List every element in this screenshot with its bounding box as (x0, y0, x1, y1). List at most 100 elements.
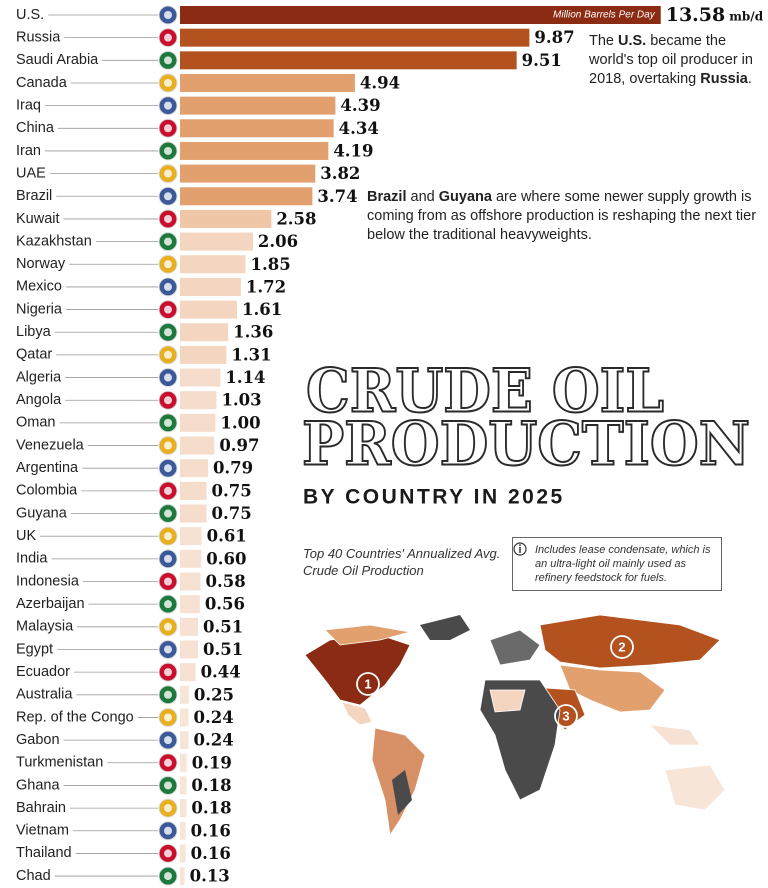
greenland (420, 615, 470, 640)
annotation-text: Russia (700, 71, 748, 87)
country-label: Ecuador (16, 664, 70, 680)
value-label: 1.00 (220, 413, 260, 432)
flag-center (164, 872, 172, 881)
country-label: Gabon (16, 732, 60, 748)
map-marker-label: 3 (562, 708, 569, 723)
annotation-text: and (406, 189, 439, 205)
flag-center (164, 237, 172, 246)
bar (180, 28, 530, 47)
flag-center (164, 600, 172, 609)
canada (324, 624, 411, 646)
value-label: 3.74 (317, 187, 357, 206)
country-label: Venezuela (16, 437, 85, 453)
value-label: 4.34 (339, 119, 379, 138)
russia (539, 614, 721, 669)
flag-center (164, 668, 172, 677)
indonesia (648, 724, 701, 746)
title: CRUDE OIL (306, 357, 664, 427)
flag-center (164, 849, 172, 858)
bar (180, 209, 272, 228)
value-label: 0.56 (205, 595, 245, 614)
bar (180, 345, 227, 364)
value-label: 0.79 (213, 459, 253, 478)
value-label: 1.31 (231, 345, 271, 364)
country-label: Iran (16, 143, 41, 159)
bar (180, 6, 661, 24)
annotation-text: Brazil (367, 189, 407, 205)
bar (180, 663, 196, 682)
annotation: The U.S. became the world's top oil prod… (589, 32, 767, 89)
value-label: 1.36 (233, 323, 273, 342)
value-label: 2.58 (276, 209, 316, 228)
flag-center (164, 78, 172, 87)
value-label: 0.61 (207, 527, 247, 546)
value-label: 4.94 (360, 73, 400, 92)
bar (180, 731, 189, 750)
bar (180, 504, 207, 523)
flag-center (164, 305, 172, 314)
flag-center (164, 781, 172, 790)
country-label: Vietnam (16, 823, 69, 839)
flag-center (164, 350, 172, 359)
country-label: Oman (16, 415, 56, 431)
unit-inside-bar: Million Barrels Per Day (553, 10, 656, 21)
value-label: 0.18 (191, 799, 231, 818)
bar (180, 640, 199, 659)
value-label: 0.75 (212, 504, 252, 523)
flag-center (164, 441, 172, 450)
value-label: 1.85 (250, 255, 290, 274)
value-label: 1.72 (246, 277, 286, 296)
value-label: 0.58 (206, 572, 246, 591)
bar (180, 459, 208, 478)
flag-center (164, 464, 172, 473)
info-note: Includes lease condensate, which is an u… (512, 537, 722, 591)
country-label: Argentina (16, 460, 79, 476)
flag-center (164, 758, 172, 767)
central-america (341, 701, 373, 726)
value-label: 0.25 (194, 685, 234, 704)
country-label: Algeria (16, 369, 62, 385)
value-label: 0.16 (191, 821, 231, 840)
world-map (304, 614, 726, 837)
country-label: Malaysia (16, 619, 74, 635)
country-label: Kuwait (16, 211, 60, 227)
value-label: 0.75 (212, 481, 252, 500)
bar (180, 753, 187, 772)
map-marker-label: 2 (618, 639, 625, 654)
bar (180, 617, 199, 636)
bar (180, 73, 355, 92)
country-label: Guyana (16, 505, 68, 521)
flag-center (164, 532, 172, 541)
country-label: Saudi Arabia (16, 52, 99, 68)
annotation-text: are where some newer supply growth is co… (367, 189, 757, 243)
value-label: 13.58 (666, 4, 726, 26)
australia (664, 764, 726, 811)
bar (180, 776, 187, 795)
country-label: India (16, 551, 48, 567)
value-label: 0.16 (191, 844, 231, 863)
country-label: Colombia (16, 483, 78, 499)
flag-center (164, 736, 172, 745)
annotation-text: The (589, 33, 619, 49)
bar (180, 141, 329, 160)
value-label: 0.18 (191, 776, 231, 795)
unit: mb/d (729, 10, 763, 24)
bar (180, 527, 202, 546)
bar (180, 391, 217, 410)
north-africa (489, 689, 526, 713)
country-label: Kazakhstan (16, 233, 92, 249)
value-label: 0.97 (219, 436, 259, 455)
flag-center (164, 101, 172, 110)
value-label: 4.19 (333, 141, 373, 160)
map-marker-label: 1 (364, 676, 371, 691)
flag-center (164, 124, 172, 133)
country-label: Turkmenistan (16, 755, 103, 771)
south-america-other (392, 770, 412, 815)
flag-center (164, 33, 172, 42)
value-label: 0.44 (201, 663, 241, 682)
value-label: 0.24 (193, 731, 233, 750)
value-label: 1.03 (221, 391, 261, 410)
map-marker (356, 672, 380, 696)
annotation-text: . (747, 71, 752, 87)
